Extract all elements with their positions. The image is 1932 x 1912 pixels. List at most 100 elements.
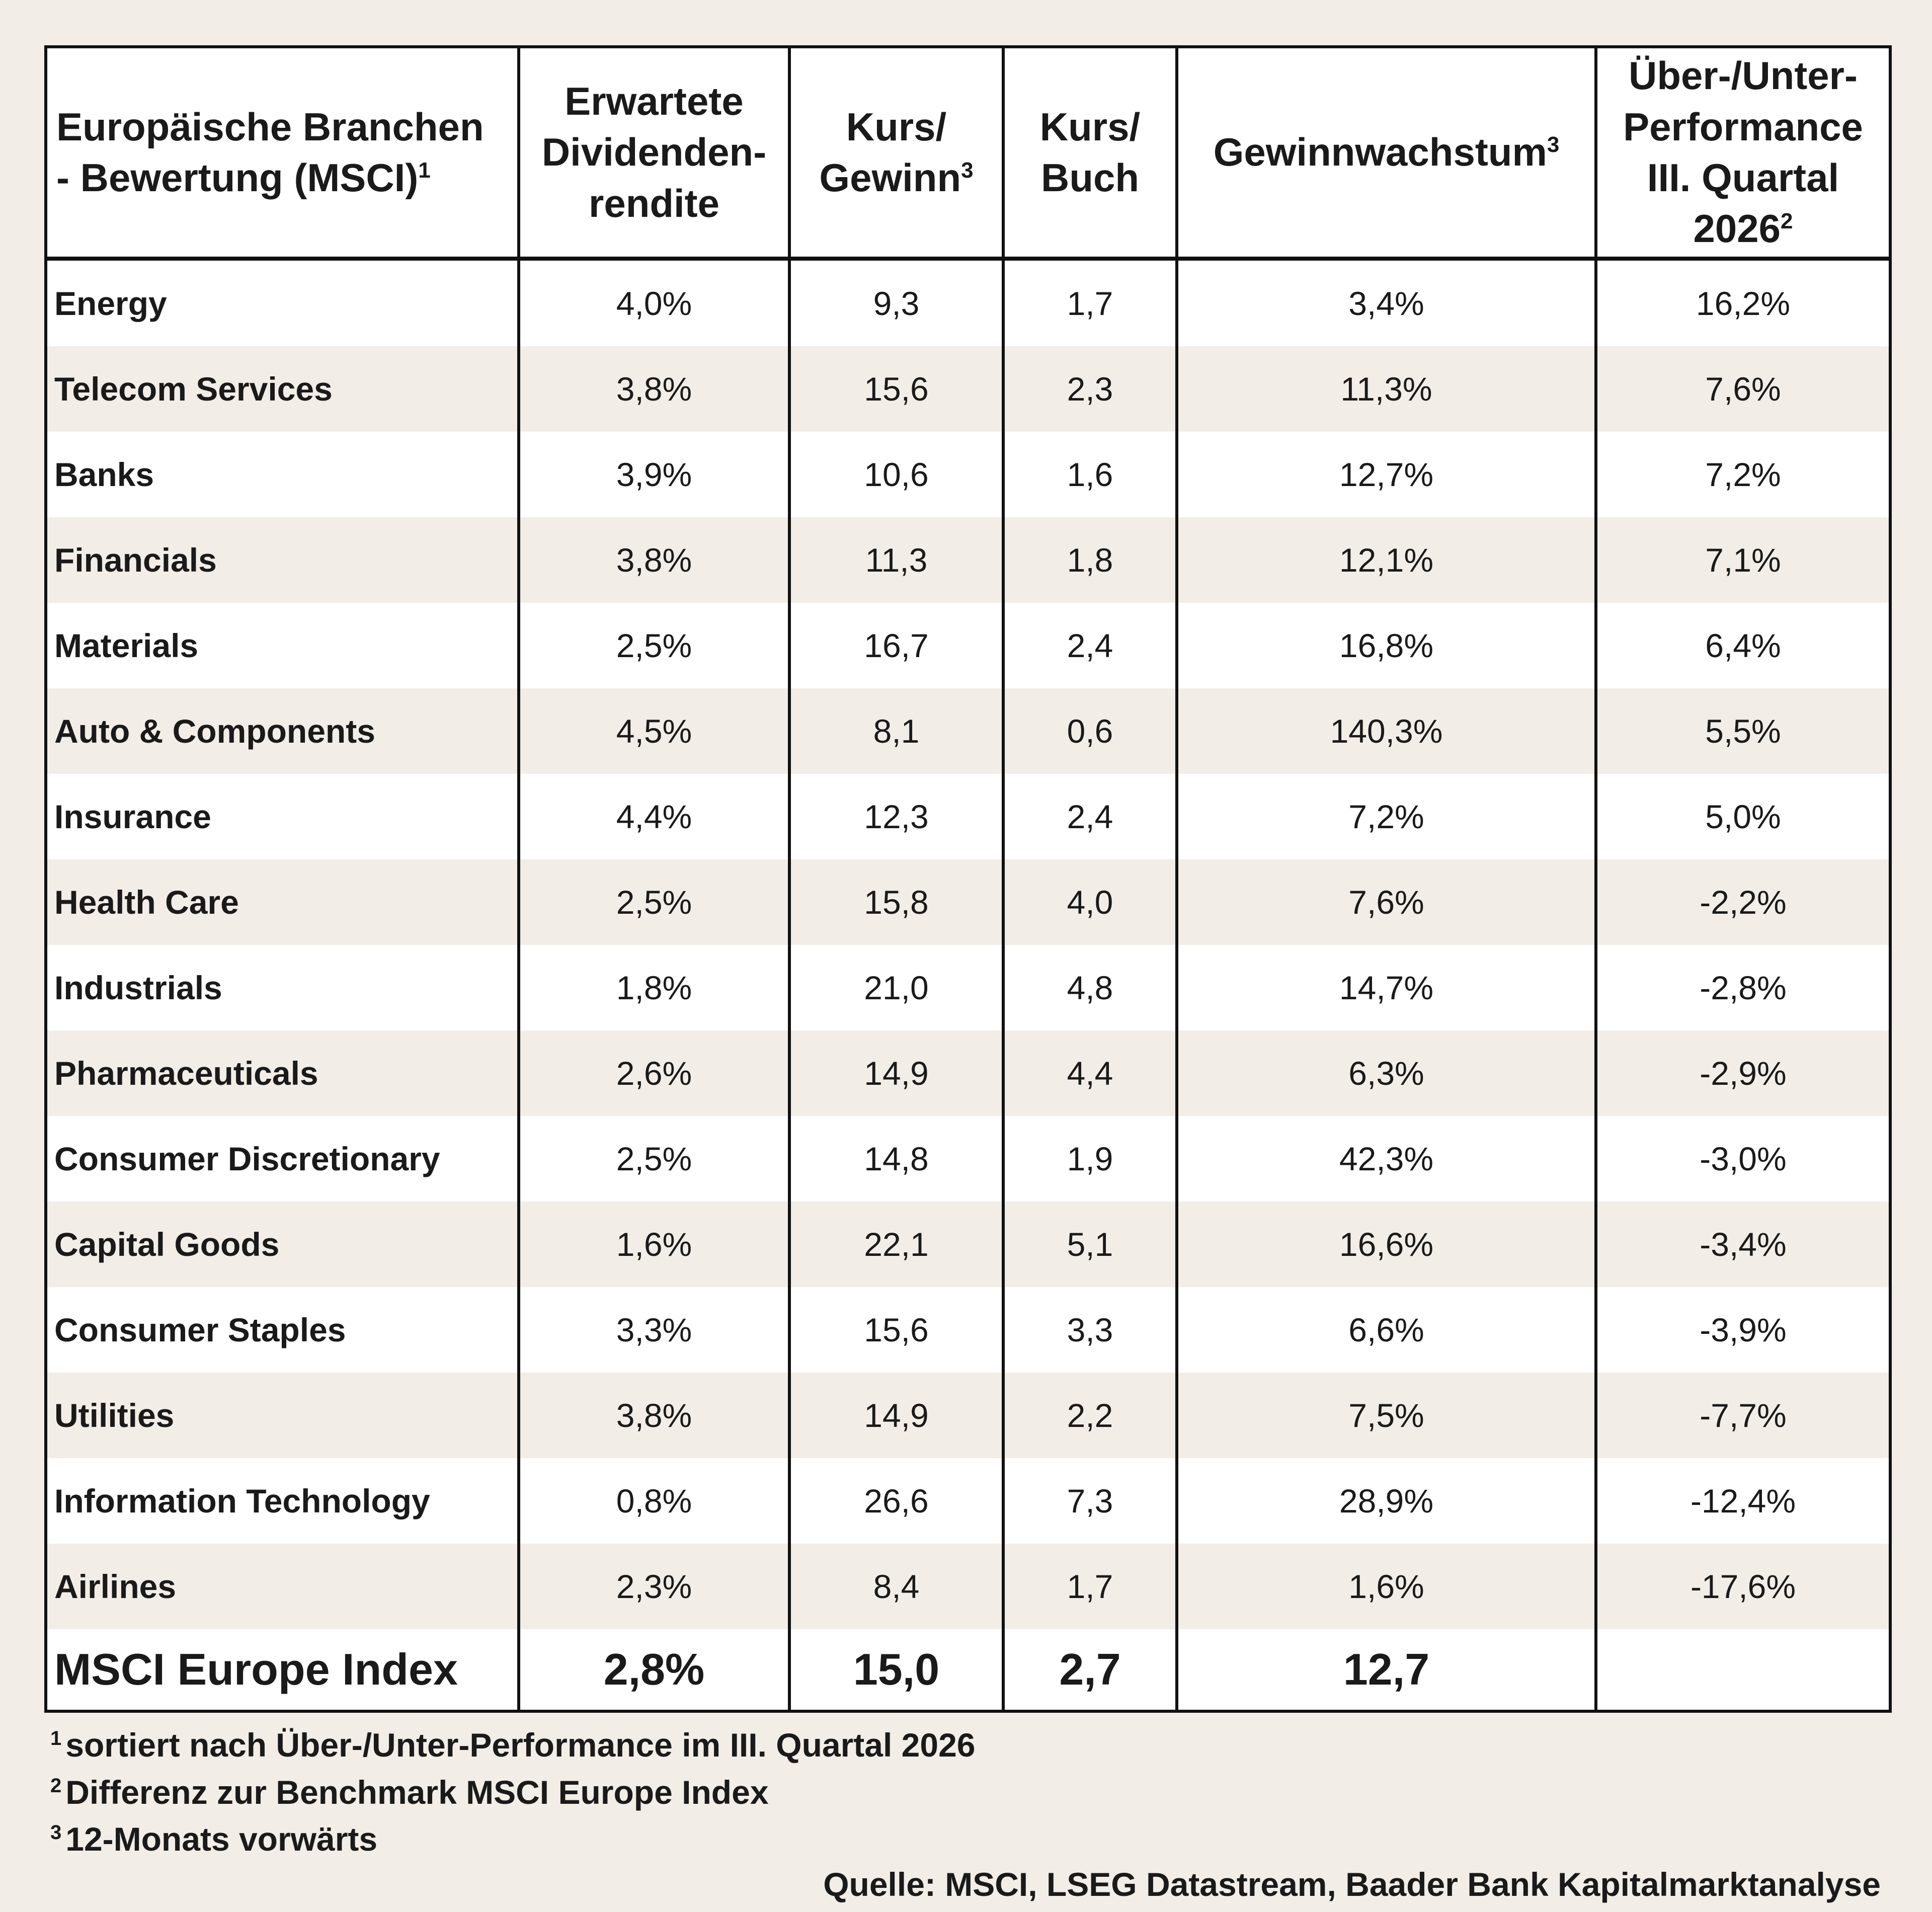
sector-cell: Financials xyxy=(44,517,520,603)
dividend-cell: 3,8% xyxy=(517,517,791,603)
dividend-cell: 3,8% xyxy=(517,346,791,432)
sector-cell: Banks xyxy=(44,432,520,517)
footnote-text: 12-Monats vorwärts xyxy=(65,1820,378,1858)
index-performance-cell xyxy=(1594,1629,1892,1711)
dividend-cell: 2,5% xyxy=(517,1116,791,1202)
dividend-cell: 1,6% xyxy=(517,1202,791,1287)
header-pb-line1: Kurs/ xyxy=(1039,104,1141,149)
header-perf-line4: 2026 xyxy=(1693,206,1781,251)
performance-cell: 5,5% xyxy=(1594,688,1892,774)
growth-cell: 16,8% xyxy=(1175,603,1597,688)
dividend-cell: 2,6% xyxy=(517,1030,791,1116)
table-row: Health Care 2,5% 15,8 4,0 7,6% -2,2% xyxy=(44,859,1892,945)
pb-cell: 1,7 xyxy=(1002,1544,1178,1629)
growth-cell: 7,6% xyxy=(1175,859,1597,945)
footnote-mark: 2 xyxy=(50,1774,62,1797)
growth-cell: 28,9% xyxy=(1175,1458,1597,1544)
pb-cell: 5,1 xyxy=(1002,1202,1178,1287)
pe-cell: 11,3 xyxy=(788,517,1005,603)
growth-cell: 12,1% xyxy=(1175,517,1597,603)
index-name-cell: MSCI Europe Index xyxy=(44,1629,520,1711)
pe-cell: 16,7 xyxy=(788,603,1005,688)
pb-cell: 7,3 xyxy=(1002,1458,1178,1544)
dividend-cell: 0,8% xyxy=(517,1458,791,1544)
header-pb: Kurs/ Buch xyxy=(1002,47,1178,261)
dividend-cell: 1,8% xyxy=(517,945,791,1030)
growth-cell: 42,3% xyxy=(1175,1116,1597,1202)
dividend-cell: 3,3% xyxy=(517,1287,791,1373)
performance-cell: 7,2% xyxy=(1594,432,1892,517)
footnote-text: Differenz zur Benchmark MSCI Europe Inde… xyxy=(65,1773,769,1811)
dividend-cell: 3,8% xyxy=(517,1373,791,1458)
header-sector: Europäische Branchen - Bewertung (MSCI)1 xyxy=(44,47,520,261)
dividend-cell: 3,9% xyxy=(517,432,791,517)
growth-cell: 140,3% xyxy=(1175,688,1597,774)
pb-cell: 4,0 xyxy=(1002,859,1178,945)
pe-cell: 8,1 xyxy=(788,688,1005,774)
table-row: Consumer Staples 3,3% 15,6 3,3 6,6% -3,9… xyxy=(44,1287,1892,1373)
sector-cell: Consumer Discretionary xyxy=(44,1116,520,1202)
footnote-mark: 1 xyxy=(50,1727,62,1749)
sector-cell: Utilities xyxy=(44,1373,520,1458)
performance-cell: -3,0% xyxy=(1594,1116,1892,1202)
footnotes: 1 sortiert nach Über-/Unter-Performance i… xyxy=(44,1722,1889,1863)
sector-cell: Health Care xyxy=(44,859,520,945)
sector-cell: Insurance xyxy=(44,774,520,859)
pe-cell: 21,0 xyxy=(788,945,1005,1030)
table-row: Materials 2,5% 16,7 2,4 16,8% 6,4% xyxy=(44,603,1892,688)
header-pe-line1: Kurs/ xyxy=(846,104,947,149)
table-row: Energy 4,0% 9,3 1,7 3,4% 16,2% xyxy=(44,259,1892,346)
pe-cell: 22,1 xyxy=(788,1202,1005,1287)
header-pe-sup: 3 xyxy=(961,158,974,183)
pb-cell: 3,3 xyxy=(1002,1287,1178,1373)
performance-cell: 16,2% xyxy=(1594,259,1892,346)
header-performance: Über-/Unter- Performance III. Quartal 20… xyxy=(1594,47,1892,261)
header-pe-line2: Gewinn xyxy=(819,155,961,200)
header-dividend-line3: rendite xyxy=(588,181,720,225)
table-row: Airlines 2,3% 8,4 1,7 1,6% -17,6% xyxy=(44,1544,1892,1629)
valuation-sheet: Europäische Branchen - Bewertung (MSCI)1… xyxy=(44,45,1892,1903)
pe-cell: 9,3 xyxy=(788,259,1005,346)
sector-cell: Pharmaceuticals xyxy=(44,1030,520,1116)
growth-cell: 14,7% xyxy=(1175,945,1597,1030)
header-perf-line2: Performance xyxy=(1623,104,1863,149)
pb-cell: 2,3 xyxy=(1002,346,1178,432)
pe-cell: 15,6 xyxy=(788,346,1005,432)
header-perf-sup: 2 xyxy=(1781,209,1793,234)
index-dividend-cell: 2,8% xyxy=(517,1629,791,1711)
pe-cell: 14,9 xyxy=(788,1373,1005,1458)
pb-cell: 2,2 xyxy=(1002,1373,1178,1458)
header-sector-line1: Europäische Branchen xyxy=(56,104,484,149)
header-dividend: Erwartete Dividenden- rendite xyxy=(517,47,791,261)
pb-cell: 1,7 xyxy=(1002,259,1178,346)
table-row: Telecom Services 3,8% 15,6 2,3 11,3% 7,6… xyxy=(44,346,1892,432)
table-row: Financials 3,8% 11,3 1,8 12,1% 7,1% xyxy=(44,517,1892,603)
table-row: Utilities 3,8% 14,9 2,2 7,5% -7,7% xyxy=(44,1373,1892,1458)
pb-cell: 0,6 xyxy=(1002,688,1178,774)
header-sector-line2: - Bewertung (MSCI) xyxy=(56,155,419,200)
growth-cell: 6,6% xyxy=(1175,1287,1597,1373)
sector-cell: Telecom Services xyxy=(44,346,520,432)
growth-cell: 1,6% xyxy=(1175,1544,1597,1629)
index-total-row: MSCI Europe Index 2,8% 15,0 2,7 12,7 xyxy=(44,1629,1892,1711)
growth-cell: 16,6% xyxy=(1175,1202,1597,1287)
sector-cell: Energy xyxy=(44,259,520,346)
table-row: Banks 3,9% 10,6 1,6 12,7% 7,2% xyxy=(44,432,1892,517)
performance-cell: 5,0% xyxy=(1594,774,1892,859)
performance-cell: 7,6% xyxy=(1594,346,1892,432)
growth-cell: 11,3% xyxy=(1175,346,1597,432)
index-pb-cell: 2,7 xyxy=(1002,1629,1178,1711)
header-pb-line2: Buch xyxy=(1041,155,1139,200)
header-sector-sup: 1 xyxy=(418,158,431,183)
table-row: Capital Goods 1,6% 22,1 5,1 16,6% -3,4% xyxy=(44,1202,1892,1287)
table-row: Information Technology 0,8% 26,6 7,3 28,… xyxy=(44,1458,1892,1544)
dividend-cell: 4,4% xyxy=(517,774,791,859)
dividend-cell: 2,5% xyxy=(517,603,791,688)
index-pe-cell: 15,0 xyxy=(788,1629,1005,1711)
pe-cell: 15,8 xyxy=(788,859,1005,945)
header-growth-sup: 3 xyxy=(1547,132,1560,157)
growth-cell: 7,2% xyxy=(1175,774,1597,859)
table-row: Auto & Components 4,5% 8,1 0,6 140,3% 5,… xyxy=(44,688,1892,774)
footnote: 1 sortiert nach Über-/Unter-Performance i… xyxy=(50,1722,1889,1769)
dividend-cell: 2,5% xyxy=(517,859,791,945)
